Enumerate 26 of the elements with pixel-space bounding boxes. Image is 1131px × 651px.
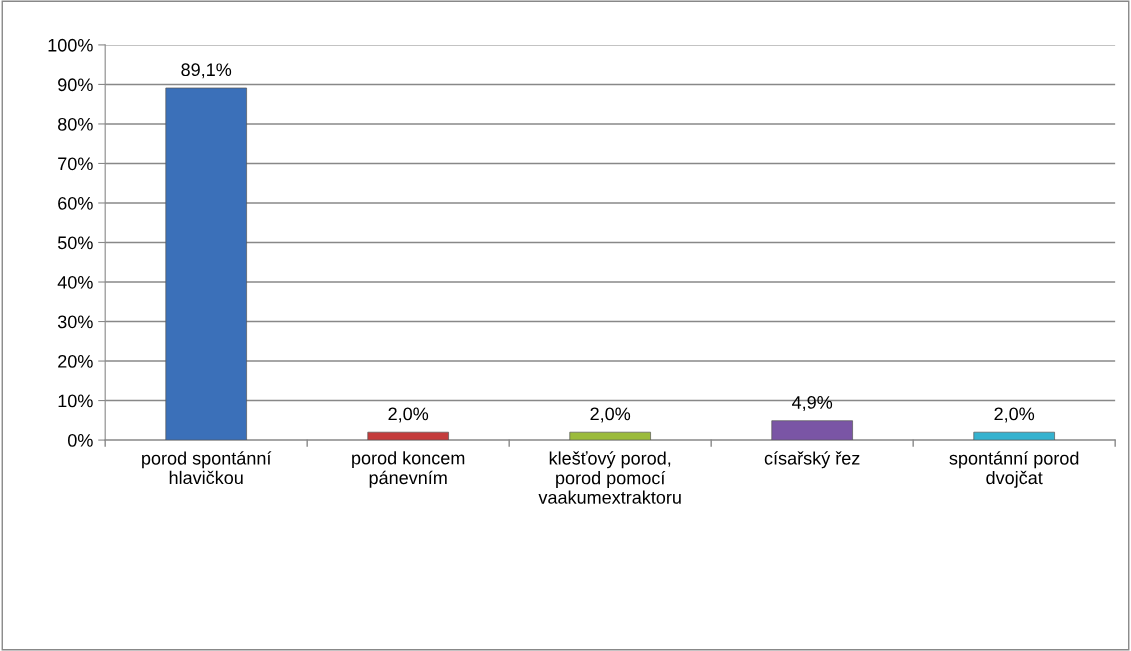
x-tick-label: klešťový porod, porod pomocí vaakumextraktoru — [538, 451, 681, 504]
x-tick-label: porod koncem pánevním — [352, 451, 465, 488]
bar — [973, 431, 1055, 441]
data-label: 89,1% — [181, 63, 232, 79]
y-tick-label: 10% — [58, 394, 93, 408]
y-tick-label: 60% — [58, 196, 93, 210]
bar — [569, 431, 651, 441]
y-tick-label: 0% — [67, 434, 93, 447]
y-tick-label: 100% — [48, 38, 93, 52]
data-label: 2,0% — [388, 407, 429, 423]
data-label: 2,0% — [994, 407, 1035, 423]
y-tick-label: 80% — [58, 117, 93, 131]
bar — [771, 420, 853, 441]
y-tick-label: 90% — [58, 78, 93, 92]
y-tick-label: 70% — [58, 157, 93, 171]
y-tick-label: 20% — [58, 354, 93, 368]
x-tick-label: císařský řez — [764, 451, 860, 469]
x-tick-label: spontánní porod dvojčat — [949, 451, 1079, 488]
data-label: 2,0% — [590, 407, 631, 423]
bar — [165, 87, 247, 441]
y-tick-label: 40% — [57, 275, 93, 289]
bar — [367, 431, 449, 441]
x-tick-label: porod spontánní hlavičkou — [142, 451, 272, 485]
y-tick-label: 30% — [57, 315, 93, 329]
y-tick-label: 50% — [57, 236, 93, 250]
data-label: 4,9% — [792, 396, 833, 411]
